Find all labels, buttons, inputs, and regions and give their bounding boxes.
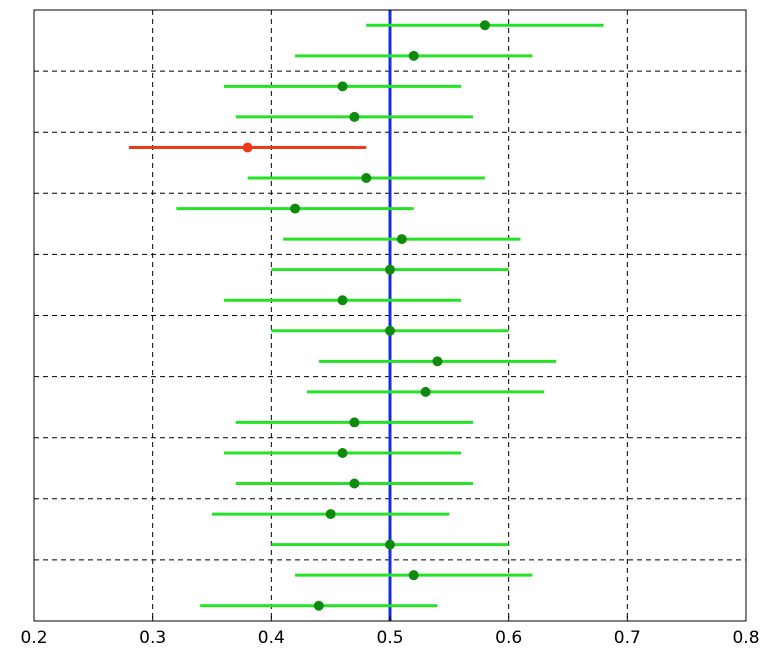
x-tick-label: 0.4 [258, 628, 285, 648]
x-tick-label: 0.7 [614, 628, 641, 648]
interval-row [224, 448, 461, 458]
interval-point [290, 204, 300, 214]
interval-row [129, 142, 366, 152]
interval-row [366, 20, 603, 30]
interval-row [271, 540, 508, 550]
interval-point [361, 173, 371, 183]
interval-point [349, 112, 359, 122]
interval-row [176, 204, 413, 214]
interval-row [224, 81, 461, 91]
interval-point [326, 509, 336, 519]
interval-point [480, 20, 490, 30]
interval-point [338, 448, 348, 458]
interval-row [212, 509, 449, 519]
interval-row [283, 234, 520, 244]
interval-point [385, 265, 395, 275]
interval-point [314, 601, 324, 611]
interval-point [385, 540, 395, 550]
interval-point [385, 326, 395, 336]
interval-point [397, 234, 407, 244]
interval-point [349, 417, 359, 427]
interval-point [432, 356, 442, 366]
x-tick-label: 0.6 [495, 628, 522, 648]
interval-point [338, 81, 348, 91]
interval-point [409, 570, 419, 580]
interval-point [349, 479, 359, 489]
interval-row [200, 601, 437, 611]
interval-row [248, 173, 485, 183]
x-tick-label: 0.5 [376, 628, 403, 648]
x-tick-label: 0.2 [20, 628, 47, 648]
interval-point [421, 387, 431, 397]
interval-row [224, 295, 461, 305]
interval-row [319, 356, 556, 366]
x-tick-label: 0.3 [139, 628, 166, 648]
interval-point [338, 295, 348, 305]
interval-row [295, 570, 532, 580]
interval-point [243, 142, 253, 152]
interval-row [271, 265, 508, 275]
x-tick-label: 0.8 [732, 628, 759, 648]
interval-point [409, 51, 419, 61]
interval-row [295, 51, 532, 61]
interval-row [271, 326, 508, 336]
